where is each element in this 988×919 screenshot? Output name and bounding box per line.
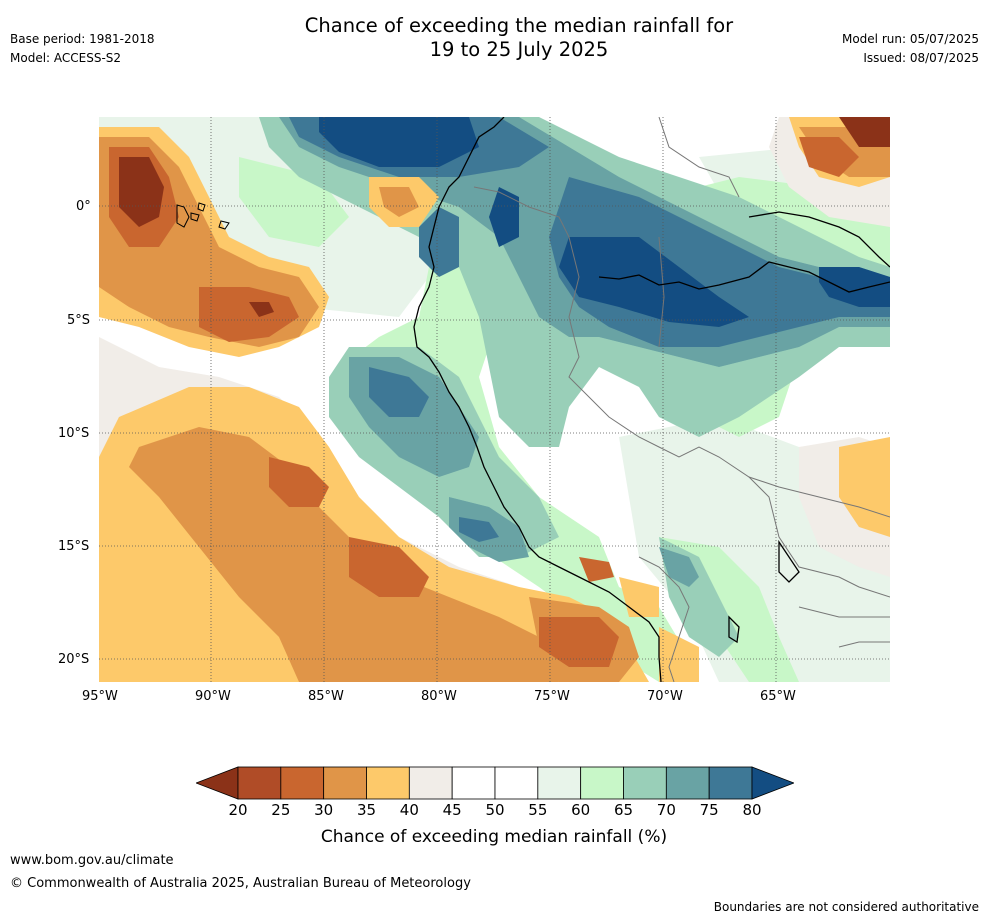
model-run: Model run: 05/07/2025 xyxy=(841,32,979,46)
colorbar-tick-label: 25 xyxy=(271,801,291,819)
colorbar-tick-label: 80 xyxy=(742,801,762,819)
colorbar-tick-label: 50 xyxy=(485,801,505,819)
colorbar-title: Chance of exceeding median rainfall (%) xyxy=(320,827,668,847)
lon-label-90w: 90°W xyxy=(195,689,231,704)
title-line-2: 19 to 25 July 2025 xyxy=(429,38,609,61)
lat-label-10s: 10°S xyxy=(58,426,90,441)
lat-label-5s: 5°S xyxy=(67,313,91,328)
colorbar-arrow-low xyxy=(196,766,239,800)
colorbar-tick-label: 70 xyxy=(656,801,676,819)
colorbar-swatch xyxy=(408,766,453,800)
lat-label-15s: 15°S xyxy=(58,539,90,554)
colorbar-swatch xyxy=(451,766,496,800)
coastline xyxy=(413,117,890,682)
map-title: Chance of exceeding the median rainfall … xyxy=(194,14,844,62)
colorbar-tick-label: 30 xyxy=(314,801,334,819)
lon-label-70w: 70°W xyxy=(647,689,683,704)
galapagos-islands xyxy=(176,202,230,230)
title-line-1: Chance of exceeding the median rainfall … xyxy=(304,14,734,37)
lon-label-65w: 65°W xyxy=(760,689,796,704)
colorbar-tick-label: 40 xyxy=(399,801,419,819)
lon-label-75w: 75°W xyxy=(534,689,570,704)
colorbar-swatch xyxy=(708,766,753,800)
colorbar-swatch xyxy=(623,766,667,800)
colorbar-swatch xyxy=(323,766,367,800)
website-url: www.bom.gov.au/climate xyxy=(10,853,174,868)
colorbar-tick-label: 60 xyxy=(571,801,591,819)
colorbar-swatch xyxy=(537,766,582,800)
colorbar-tick-label: 55 xyxy=(528,801,548,819)
colorbar-tick-label: 65 xyxy=(613,801,634,819)
colorbar-swatch xyxy=(494,766,539,800)
base-period: Base period: 1981-2018 xyxy=(10,32,155,46)
colorbar-swatch xyxy=(580,766,624,800)
lat-label-20s: 20°S xyxy=(58,652,90,667)
lon-label-85w: 85°W xyxy=(308,689,344,704)
lon-label-80w: 80°W xyxy=(421,689,457,704)
model-name: Model: ACCESS-S2 xyxy=(10,51,122,65)
colorbar-swatch xyxy=(665,766,710,800)
colorbar-tick-label: 20 xyxy=(228,801,248,819)
probability-20-25-regions xyxy=(119,117,890,317)
rainfall-map xyxy=(99,117,890,682)
colorbar-swatch xyxy=(237,766,282,800)
country-borders xyxy=(473,117,890,682)
colorbar-swatch xyxy=(280,766,325,800)
lat-label-0: 0° xyxy=(76,199,91,214)
lon-label-95w: 95°W xyxy=(82,689,118,704)
copyright-notice: © Commonwealth of Australia 2025, Austra… xyxy=(10,876,471,891)
colorbar-tick-label: 75 xyxy=(699,801,719,819)
colorbar-swatch xyxy=(366,766,410,800)
colorbar-tick-label: 45 xyxy=(442,801,462,819)
boundaries-disclaimer: Boundaries are not considered authoritat… xyxy=(713,900,979,914)
graticule xyxy=(99,117,890,682)
colorbar-arrow-high xyxy=(751,766,794,800)
colorbar-tick-label: 35 xyxy=(356,801,377,819)
colorbar xyxy=(196,766,794,800)
issued-date: Issued: 08/07/2025 xyxy=(863,51,979,65)
